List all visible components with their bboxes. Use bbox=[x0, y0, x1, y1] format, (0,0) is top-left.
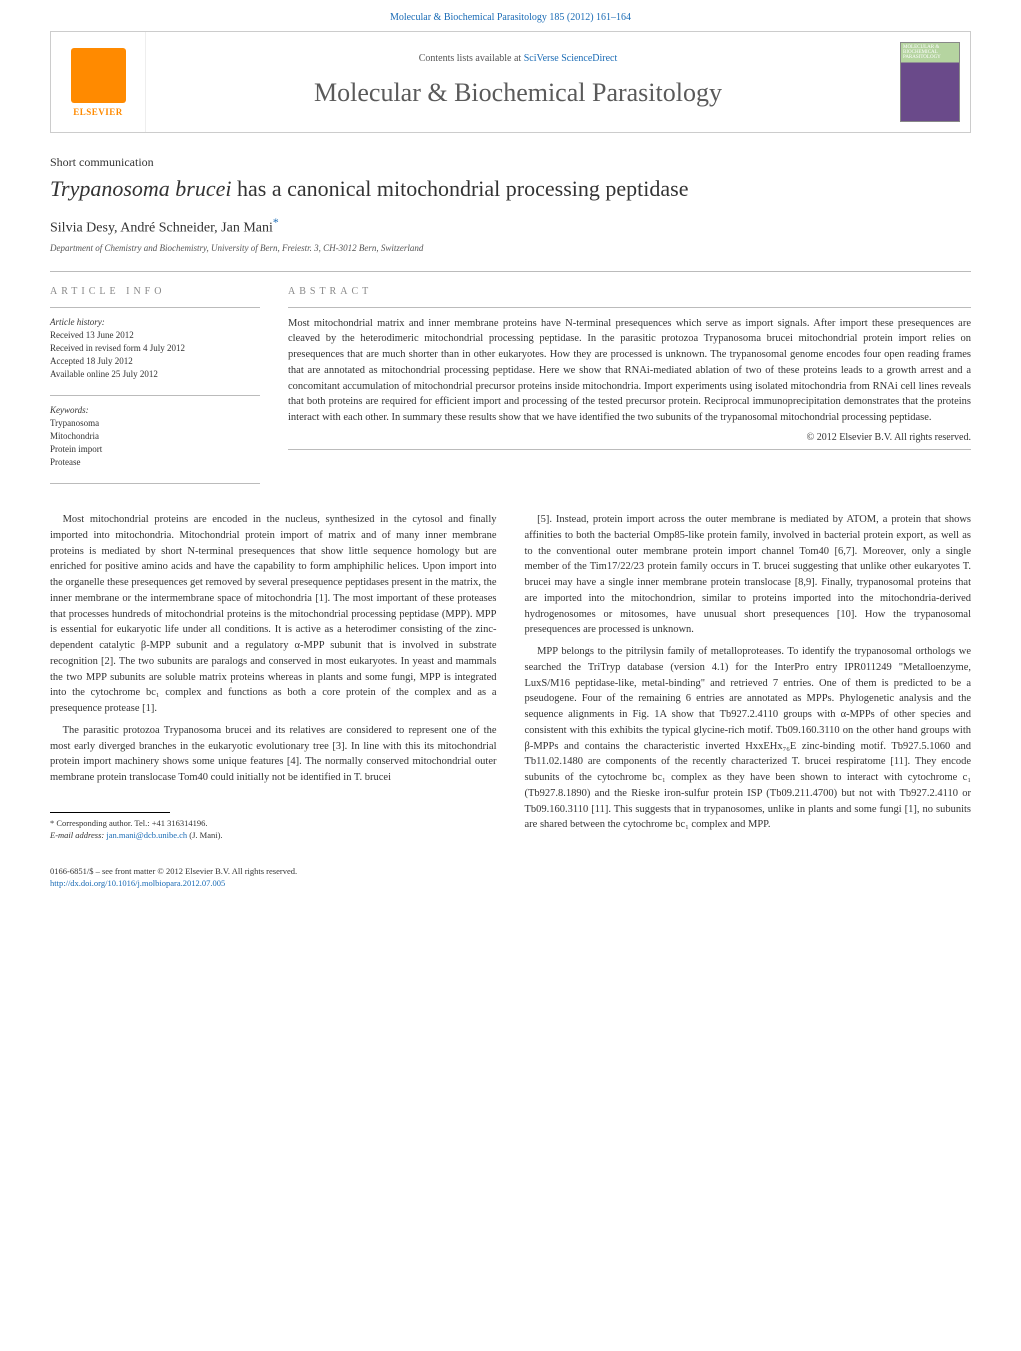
online-date: Available online 25 July 2012 bbox=[50, 368, 260, 381]
divider bbox=[50, 307, 260, 308]
body-two-column: Most mitochondrial proteins are encoded … bbox=[50, 512, 971, 842]
abstract-copyright: © 2012 Elsevier B.V. All rights reserved… bbox=[288, 432, 971, 443]
corr-author-line: * Corresponding author. Tel.: +41 316314… bbox=[50, 818, 497, 830]
email-label: E-mail address: bbox=[50, 830, 106, 840]
article-title: Trypanosoma brucei has a canonical mitoc… bbox=[50, 176, 971, 202]
contents-available-line: Contents lists available at SciVerse Sci… bbox=[166, 53, 870, 64]
article-type: Short communication bbox=[50, 155, 971, 170]
email-line: E-mail address: jan.mani@dcb.unibe.ch (J… bbox=[50, 830, 497, 842]
article-info-column: ARTICLE INFO Article history: Received 1… bbox=[50, 286, 260, 483]
email-suffix: (J. Mani). bbox=[187, 830, 222, 840]
body-right-column: [5]. Instead, protein import across the … bbox=[525, 512, 972, 842]
journal-cover-thumb[interactable]: MOLECULAR & BIOCHEMICAL PARASITOLOGY bbox=[890, 32, 970, 132]
journal-header: ELSEVIER Contents lists available at Sci… bbox=[50, 31, 971, 133]
affiliation: Department of Chemistry and Biochemistry… bbox=[50, 243, 971, 253]
abstract-text: Most mitochondrial matrix and inner memb… bbox=[288, 316, 971, 426]
elsevier-tree-icon bbox=[71, 48, 126, 103]
keywords-label: Keywords: bbox=[50, 404, 260, 417]
divider bbox=[288, 449, 971, 450]
body-paragraph: [5]. Instead, protein import across the … bbox=[525, 512, 972, 638]
keyword: Protein import bbox=[50, 443, 260, 456]
contents-prefix: Contents lists available at bbox=[419, 53, 524, 64]
keywords-block: Keywords: Trypanosoma Mitochondria Prote… bbox=[50, 404, 260, 469]
cover-image: MOLECULAR & BIOCHEMICAL PARASITOLOGY bbox=[900, 42, 960, 122]
abstract-column: ABSTRACT Most mitochondrial matrix and i… bbox=[288, 286, 971, 483]
keyword: Mitochondria bbox=[50, 430, 260, 443]
publisher-logo[interactable]: ELSEVIER bbox=[51, 32, 146, 132]
body-paragraph: MPP belongs to the pitrilysin family of … bbox=[525, 644, 972, 833]
divider bbox=[50, 483, 260, 484]
bottom-metadata: 0166-6851/$ – see front matter © 2012 El… bbox=[50, 866, 971, 890]
received-date: Received 13 June 2012 bbox=[50, 329, 260, 342]
history-label: Article history: bbox=[50, 316, 260, 329]
journal-citation-link[interactable]: Molecular & Biochemical Parasitology 185… bbox=[0, 0, 1021, 31]
sciencedirect-link[interactable]: SciVerse ScienceDirect bbox=[524, 53, 618, 64]
abstract-label: ABSTRACT bbox=[288, 286, 971, 297]
journal-title: Molecular & Biochemical Parasitology bbox=[166, 78, 870, 108]
title-italic-species: Trypanosoma brucei bbox=[50, 176, 232, 201]
corresponding-footnote: * Corresponding author. Tel.: +41 316314… bbox=[50, 818, 497, 842]
article-content: Short communication Trypanosoma brucei h… bbox=[0, 133, 1021, 929]
email-link[interactable]: jan.mani@dcb.unibe.ch bbox=[106, 830, 187, 840]
article-history: Article history: Received 13 June 2012 R… bbox=[50, 316, 260, 381]
body-left-column: Most mitochondrial proteins are encoded … bbox=[50, 512, 497, 842]
header-center: Contents lists available at SciVerse Sci… bbox=[146, 32, 890, 132]
keyword: Protease bbox=[50, 456, 260, 469]
divider bbox=[288, 307, 971, 308]
accepted-date: Accepted 18 July 2012 bbox=[50, 355, 260, 368]
article-info-label: ARTICLE INFO bbox=[50, 286, 260, 297]
issn-line: 0166-6851/$ – see front matter © 2012 El… bbox=[50, 866, 971, 878]
footnote-divider bbox=[50, 812, 170, 813]
body-paragraph: Most mitochondrial proteins are encoded … bbox=[50, 512, 497, 717]
title-rest: has a canonical mitochondrial processing… bbox=[232, 176, 689, 201]
info-abstract-row: ARTICLE INFO Article history: Received 1… bbox=[50, 286, 971, 483]
divider bbox=[50, 271, 971, 272]
divider bbox=[50, 395, 260, 396]
corresponding-marker[interactable]: * bbox=[273, 216, 279, 229]
publisher-name: ELSEVIER bbox=[73, 107, 123, 117]
author-list: Silvia Desy, André Schneider, Jan Mani* bbox=[50, 216, 971, 237]
doi-link[interactable]: http://dx.doi.org/10.1016/j.molbiopara.2… bbox=[50, 878, 971, 890]
authors-names: Silvia Desy, André Schneider, Jan Mani bbox=[50, 221, 273, 236]
body-paragraph: The parasitic protozoa Trypanosoma bruce… bbox=[50, 723, 497, 786]
keyword: Trypanosoma bbox=[50, 417, 260, 430]
revised-date: Received in revised form 4 July 2012 bbox=[50, 342, 260, 355]
